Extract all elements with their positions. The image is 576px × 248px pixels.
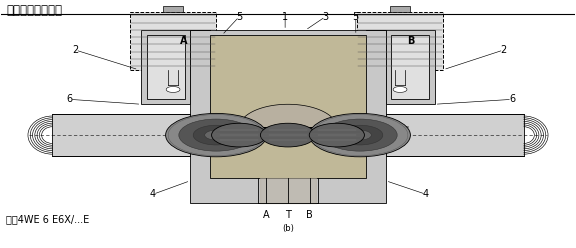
Circle shape (204, 130, 228, 140)
Text: 5: 5 (236, 12, 242, 22)
Circle shape (401, 78, 408, 81)
Text: 3: 3 (323, 12, 328, 22)
Circle shape (166, 87, 180, 93)
Circle shape (337, 125, 383, 145)
Text: 4: 4 (423, 189, 429, 199)
Text: B: B (306, 210, 313, 220)
Circle shape (179, 119, 253, 151)
Text: 6: 6 (509, 94, 515, 104)
Text: T: T (285, 210, 291, 220)
Bar (392, 35, 429, 99)
Text: 5: 5 (353, 12, 359, 22)
Text: 功能说明，剖视图: 功能说明，剖视图 (6, 4, 62, 17)
Text: "b": "b" (396, 126, 410, 135)
Circle shape (309, 123, 365, 147)
Bar (390, 6, 410, 12)
Text: 2: 2 (501, 45, 507, 55)
Text: B: B (407, 36, 415, 46)
Circle shape (166, 113, 267, 157)
Bar (163, 6, 183, 12)
Circle shape (393, 87, 407, 93)
Circle shape (392, 78, 400, 81)
Text: (b): (b) (282, 224, 294, 233)
Bar (386, 114, 524, 156)
Text: 6: 6 (67, 94, 73, 104)
Bar (190, 30, 386, 203)
Circle shape (165, 78, 172, 81)
Polygon shape (239, 104, 337, 128)
Bar (216, 132, 360, 138)
Circle shape (323, 119, 397, 151)
Text: A: A (180, 36, 188, 46)
Bar (142, 30, 190, 104)
Text: "a": "a" (169, 126, 183, 135)
Text: 型号4WE 6 E6X/...E: 型号4WE 6 E6X/...E (6, 214, 90, 224)
Circle shape (211, 123, 267, 147)
Bar (210, 35, 366, 178)
Bar (130, 12, 216, 70)
Bar (357, 12, 443, 70)
Circle shape (309, 113, 410, 157)
Bar (386, 30, 434, 104)
Bar (52, 114, 190, 156)
Circle shape (260, 123, 316, 147)
Bar (147, 35, 184, 99)
Circle shape (193, 125, 239, 145)
Text: 2: 2 (72, 45, 78, 55)
Text: A: A (263, 210, 270, 220)
Circle shape (348, 130, 372, 140)
Circle shape (173, 78, 181, 81)
Text: 1: 1 (282, 12, 288, 22)
Text: 4: 4 (150, 189, 156, 199)
